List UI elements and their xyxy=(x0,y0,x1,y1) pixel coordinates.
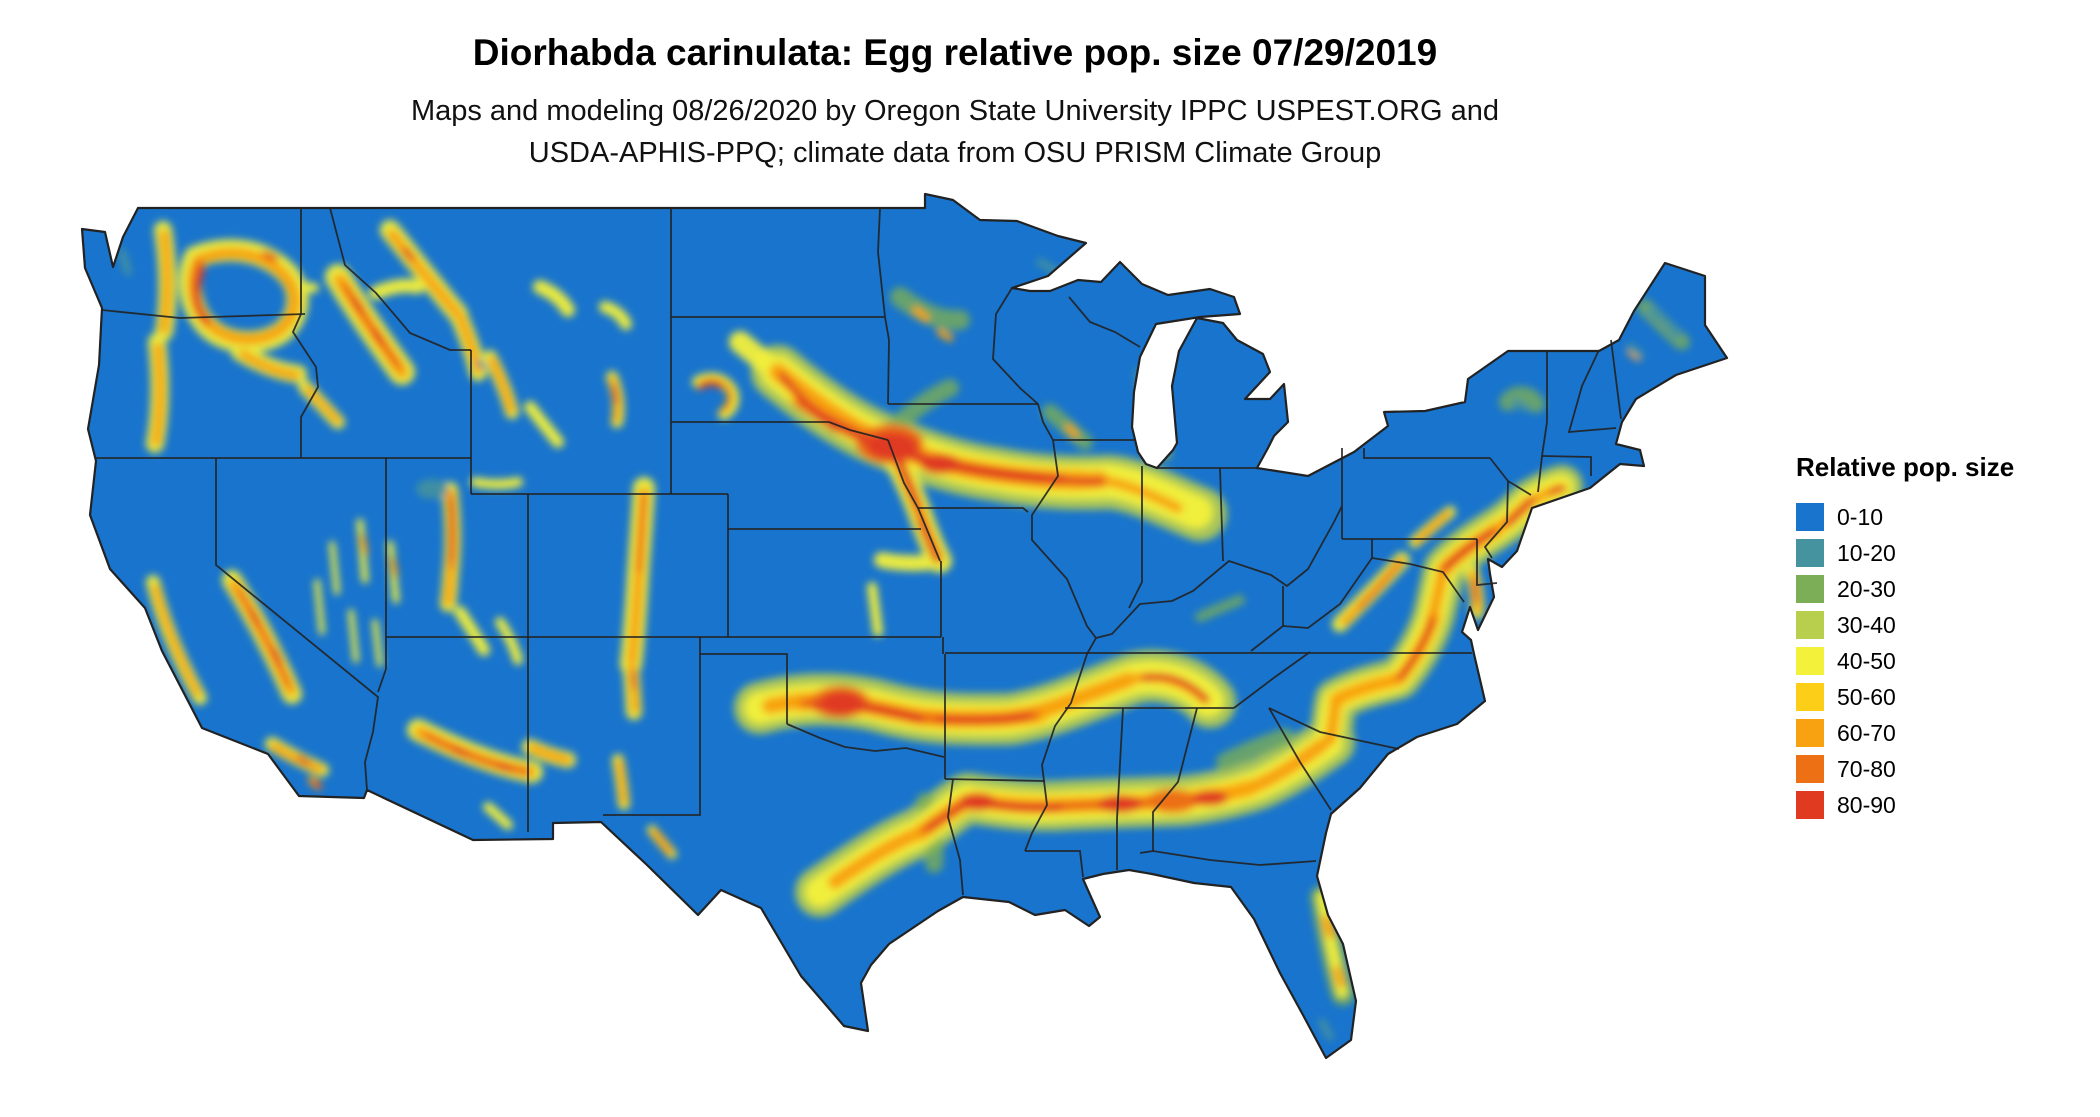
subtitle-line-1: Maps and modeling 08/26/2020 by Oregon S… xyxy=(410,95,1500,127)
us-land xyxy=(82,194,1727,1058)
legend-label: 60-70 xyxy=(1837,719,1896,746)
header: Diorhabda carinulata: Egg relative pop. … xyxy=(0,30,1910,174)
legend-label: 20-30 xyxy=(1837,575,1896,602)
legend-label: 10-20 xyxy=(1837,539,1896,566)
legend-item: 50-60 xyxy=(1796,679,2014,715)
legend-label: 50-60 xyxy=(1837,683,1896,710)
great-salt-lake xyxy=(416,479,448,499)
hotspot-layer-red xyxy=(194,247,1567,832)
us-outline xyxy=(80,192,1729,1060)
legend-item: 20-30 xyxy=(1796,571,2014,607)
state-borders xyxy=(96,207,1622,896)
legend-item: 70-80 xyxy=(1796,751,2014,787)
legend-swatch xyxy=(1796,683,1824,711)
legend-items: 0-10 10-20 20-30 30-40 40-50 50-60 60-70 70-80 8… xyxy=(1796,499,2014,823)
legend-swatch xyxy=(1796,503,1824,531)
legend: Relative pop. size 0-10 10-20 20-30 30-40 40… xyxy=(1796,452,2014,823)
legend-title: Relative pop. size xyxy=(1796,452,2015,482)
legend-label: 30-40 xyxy=(1837,611,1896,638)
legend-swatch xyxy=(1796,755,1824,783)
legend-swatch xyxy=(1796,611,1824,639)
hotspot-layers xyxy=(118,220,1690,1041)
legend-item: 40-50 xyxy=(1796,643,2014,679)
legend-item: 0-10 xyxy=(1796,499,2014,535)
us-map-svg xyxy=(80,192,1729,1060)
legend-swatch xyxy=(1796,575,1824,603)
legend-item: 30-40 xyxy=(1796,607,2014,643)
legend-swatch xyxy=(1796,791,1824,819)
us-map xyxy=(60,192,1760,1112)
legend-label: 0-10 xyxy=(1837,503,1884,530)
legend-label: 70-80 xyxy=(1837,755,1896,782)
page-title: Diorhabda carinulata: Egg relative pop. … xyxy=(472,32,1438,73)
legend-item: 80-90 xyxy=(1796,787,2014,823)
legend-swatch xyxy=(1796,719,1824,747)
legend-swatch xyxy=(1796,647,1824,675)
legend-label: 80-90 xyxy=(1837,791,1896,818)
subtitle-line-2: USDA-APHIS-PPQ; climate data from OSU PR… xyxy=(528,137,1382,169)
legend-label: 40-50 xyxy=(1837,647,1896,674)
legend-item: 60-70 xyxy=(1796,715,2014,751)
legend-swatch xyxy=(1796,539,1824,567)
subtitle: Maps and modeling 08/26/2020 by Oregon S… xyxy=(0,90,1910,174)
legend-item: 10-20 xyxy=(1796,535,2014,571)
